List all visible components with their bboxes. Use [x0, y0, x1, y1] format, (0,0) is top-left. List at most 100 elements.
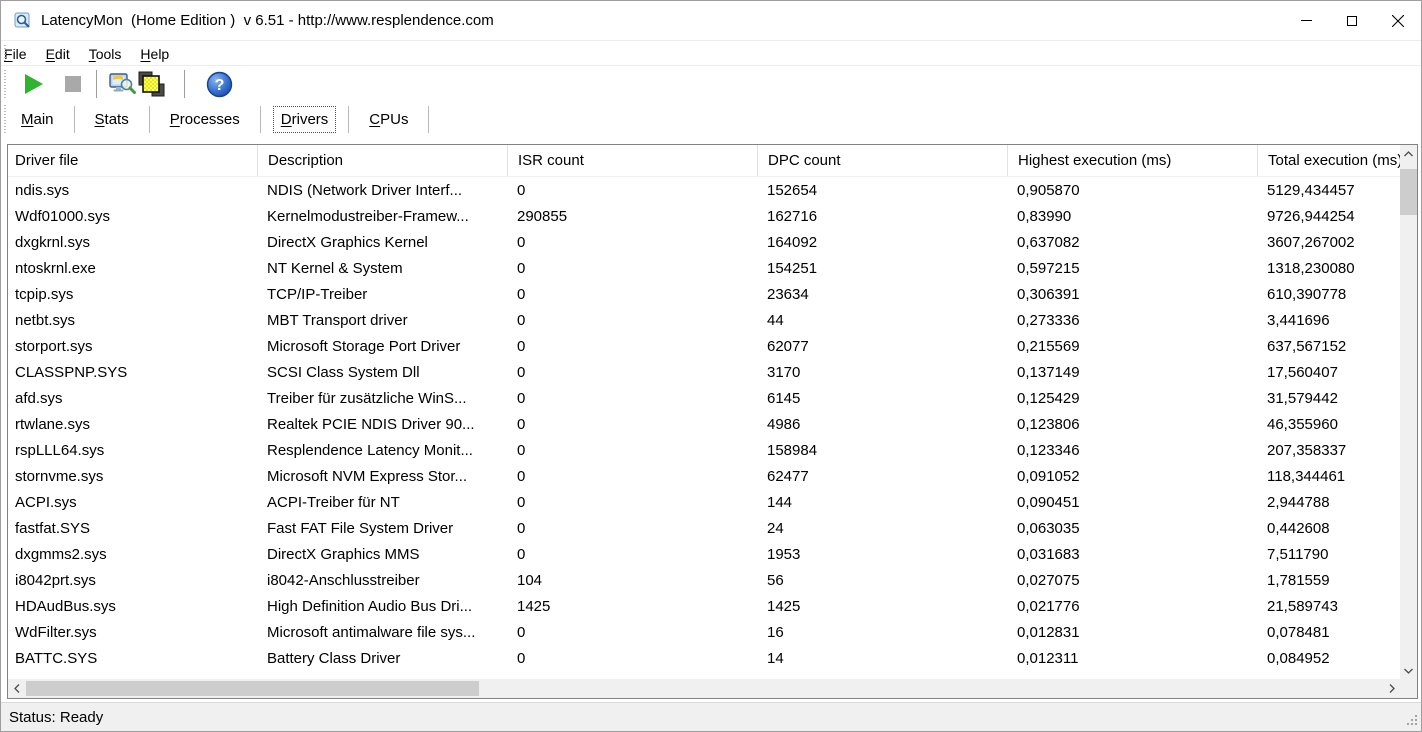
tab-cpus[interactable]: CPUs — [369, 110, 409, 128]
system-scan-button[interactable] — [108, 68, 136, 100]
menu-file[interactable]: File — [4, 45, 27, 62]
table-row[interactable]: BATTC.SYS Battery Class Driver 0 14 0,01… — [8, 645, 1400, 671]
play-icon — [25, 74, 43, 94]
column-header-total-execution[interactable]: Total execution (ms) — [1257, 145, 1400, 176]
toolbar-separator — [184, 70, 185, 98]
description-cell: TCP/IP-Treiber — [267, 285, 368, 303]
scroll-down-button[interactable] — [1400, 662, 1417, 679]
total-execution-cell: 637,567152 — [1267, 337, 1347, 355]
vertical-scrollbar[interactable] — [1400, 145, 1417, 679]
close-button[interactable] — [1375, 1, 1421, 40]
scroll-up-button[interactable] — [1400, 145, 1417, 162]
dpc-count-cell: 158984 — [767, 441, 818, 459]
description-cell: ACPI-Treiber für NT — [267, 493, 400, 511]
tab-separator — [259, 105, 261, 133]
highest-execution-cell: 0,306391 — [1017, 285, 1080, 303]
total-execution-cell: 610,390778 — [1267, 285, 1347, 303]
table-row[interactable]: rspLLL64.sys Resplendence Latency Monit.… — [8, 437, 1400, 463]
tab-main[interactable]: Main — [21, 110, 54, 128]
column-header-highest-execution[interactable]: Highest execution (ms) — [1007, 145, 1257, 176]
table-row[interactable]: WdFilter.sys Microsoft antimalware file … — [8, 619, 1400, 645]
column-header-isr-count[interactable]: ISR count — [507, 145, 757, 176]
column-header-description[interactable]: Description — [257, 145, 507, 176]
driver-file-cell: afd.sys — [15, 389, 63, 407]
start-monitor-button[interactable] — [1, 68, 43, 100]
dpc-count-cell: 154251 — [767, 259, 818, 277]
minimize-button[interactable] — [1283, 1, 1329, 40]
driver-file-cell: storport.sys — [15, 337, 93, 355]
menu-edit[interactable]: Edit — [45, 45, 70, 62]
driver-file-cell: ACPI.sys — [15, 493, 77, 511]
total-execution-cell: 0,084952 — [1267, 649, 1330, 667]
table-row[interactable]: i8042prt.sys i8042-Anschlusstreiber 104 … — [8, 567, 1400, 593]
table-row[interactable]: Wdf01000.sys Kernelmodustreiber-Framew..… — [8, 203, 1400, 229]
table-row[interactable]: afd.sys Treiber für zusätzliche WinS... … — [8, 385, 1400, 411]
isr-count-cell: 0 — [517, 181, 526, 199]
isr-count-cell: 0 — [517, 545, 526, 563]
total-execution-cell: 1318,230080 — [1267, 259, 1355, 277]
dpc-count-cell: 3170 — [767, 363, 801, 381]
table-row[interactable]: ntoskrnl.exe NT Kernel & System 0 154251… — [8, 255, 1400, 281]
scroll-right-button[interactable] — [1383, 680, 1400, 697]
report-stack-icon — [138, 71, 165, 96]
menu-gripper[interactable] — [4, 45, 6, 62]
help-button[interactable]: ? — [206, 68, 233, 100]
table-row[interactable]: HDAudBus.sys High Definition Audio Bus D… — [8, 593, 1400, 619]
column-header-driver-file[interactable]: Driver file — [15, 152, 79, 169]
highest-execution-cell: 0,027075 — [1017, 571, 1080, 589]
menu-tools[interactable]: Tools — [88, 45, 122, 62]
toolbar-gripper[interactable] — [4, 70, 6, 98]
table-row[interactable]: CLASSPNP.SYS SCSI Class System Dll 0 317… — [8, 359, 1400, 385]
tab-processes[interactable]: Processes — [169, 110, 240, 128]
tab-drivers[interactable]: Drivers — [272, 105, 337, 133]
tab-stats[interactable]: Stats — [94, 110, 129, 128]
description-cell: i8042-Anschlusstreiber — [267, 571, 420, 589]
table-row[interactable]: ACPI.sys ACPI-Treiber für NT 0 144 0,090… — [8, 489, 1400, 515]
table-row[interactable]: dxgmms2.sys DirectX Graphics MMS 0 1953 … — [8, 541, 1400, 567]
highest-execution-cell: 0,012311 — [1017, 649, 1079, 667]
dpc-count-cell: 4986 — [767, 415, 801, 433]
svg-text:?: ? — [215, 77, 225, 94]
column-header-dpc-count[interactable]: DPC count — [757, 145, 1007, 176]
isr-count-cell: 0 — [517, 623, 526, 641]
driver-file-cell: tcpip.sys — [15, 285, 74, 303]
table-row[interactable]: stornvme.sys Microsoft NVM Express Stor.… — [8, 463, 1400, 489]
highest-execution-cell: 0,012831 — [1017, 623, 1080, 641]
description-cell: High Definition Audio Bus Dri... — [267, 597, 473, 615]
drivers-table: Driver file Description ISR count DPC co… — [7, 144, 1418, 699]
description-cell: Treiber für zusätzliche WinS... — [267, 389, 467, 407]
table-row[interactable]: rtwlane.sys Realtek PCIE NDIS Driver 90.… — [8, 411, 1400, 437]
table-row[interactable]: fastfat.SYS Fast FAT File System Driver … — [8, 515, 1400, 541]
dpc-count-cell: 6145 — [767, 389, 801, 407]
tabbar-gripper[interactable] — [4, 105, 6, 133]
highest-execution-cell: 0,031683 — [1017, 545, 1080, 563]
copy-report-button[interactable] — [136, 68, 169, 100]
maximize-button[interactable] — [1329, 1, 1375, 40]
stop-monitor-button[interactable] — [43, 68, 81, 100]
window-title: LatencyMon (Home Edition ) v 6.51 - http… — [41, 12, 494, 29]
table-row[interactable]: storport.sys Microsoft Storage Port Driv… — [8, 333, 1400, 359]
table-row[interactable]: netbt.sys MBT Transport driver 0 44 0,27… — [8, 307, 1400, 333]
scroll-left-button[interactable] — [8, 680, 25, 697]
scrollbar-corner — [1400, 679, 1417, 698]
isr-count-cell: 0 — [517, 441, 526, 459]
stop-icon — [65, 76, 81, 92]
table-row[interactable]: tcpip.sys TCP/IP-Treiber 0 23634 0,30639… — [8, 281, 1400, 307]
driver-file-cell: i8042prt.sys — [15, 571, 96, 589]
table-row[interactable]: ndis.sys NDIS (Network Driver Interf... … — [8, 177, 1400, 203]
horizontal-scrollbar[interactable] — [8, 679, 1400, 698]
dpc-count-cell: 24 — [767, 519, 784, 537]
vertical-scroll-thumb[interactable] — [1400, 169, 1417, 215]
total-execution-cell: 0,078481 — [1267, 623, 1330, 641]
total-execution-cell: 21,589743 — [1267, 597, 1338, 615]
description-cell: NT Kernel & System — [267, 259, 403, 277]
description-cell: Fast FAT File System Driver — [267, 519, 454, 537]
horizontal-scroll-thumb[interactable] — [26, 681, 479, 696]
minimize-icon — [1300, 20, 1312, 21]
window-controls — [1283, 1, 1421, 40]
isr-count-cell: 0 — [517, 233, 526, 251]
menu-help[interactable]: Help — [140, 45, 170, 62]
isr-count-cell: 104 — [517, 571, 543, 589]
resize-grip[interactable] — [1405, 715, 1417, 727]
table-row[interactable]: dxgkrnl.sys DirectX Graphics Kernel 0 16… — [8, 229, 1400, 255]
